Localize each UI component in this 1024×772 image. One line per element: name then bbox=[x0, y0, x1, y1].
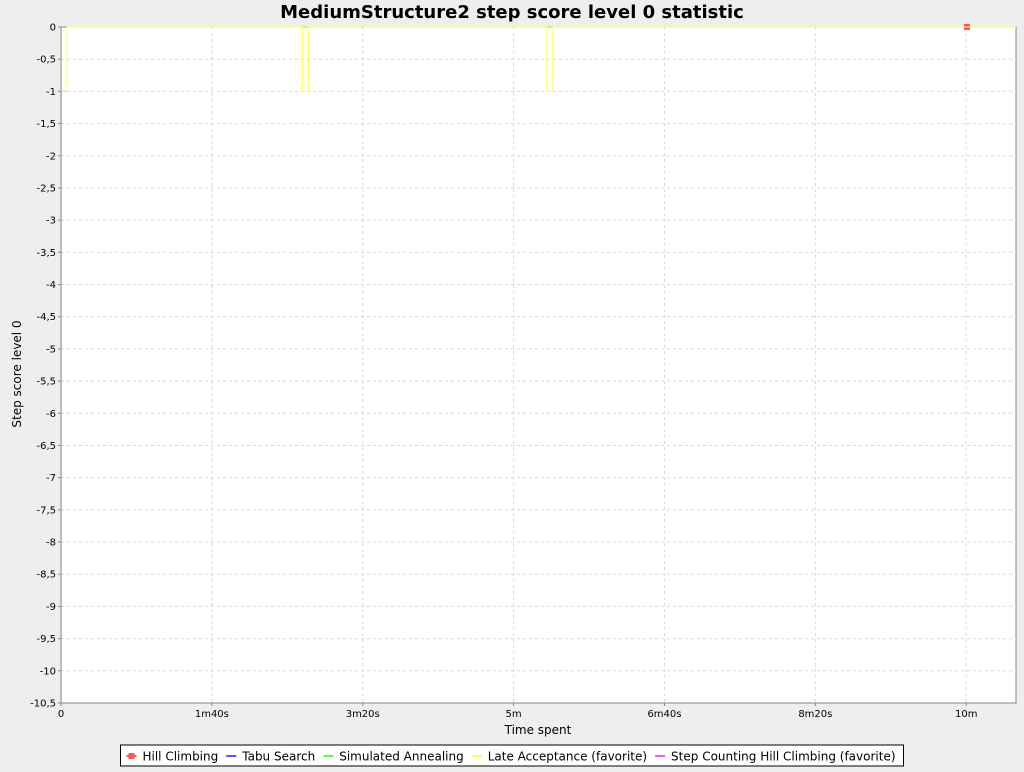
y-tick-label: -1,5 bbox=[36, 119, 56, 130]
legend-label-late-acceptance-favorite: Late Acceptance (favorite) bbox=[488, 750, 647, 764]
x-tick-label: 8m20s bbox=[798, 709, 832, 720]
y-tick-label: -7,5 bbox=[36, 505, 56, 516]
legend-label-step-counting-hill-climbing-favorite: Step Counting Hill Climbing (favorite) bbox=[671, 750, 895, 764]
x-tick-label: 0 bbox=[58, 709, 64, 720]
y-tick-label: -3 bbox=[46, 216, 56, 227]
x-tick-label: 6m40s bbox=[647, 709, 681, 720]
y-tick-label: -3,5 bbox=[36, 248, 56, 259]
x-tick-label: 5m bbox=[506, 709, 522, 720]
y-axis-label: Step score level 0 bbox=[10, 320, 24, 427]
y-tick-label: -9,5 bbox=[36, 634, 56, 645]
y-tick-label: -5 bbox=[46, 344, 56, 355]
x-axis-ticks: 0 1m40s 3m20s 5m 6m40s 8m20s 10m bbox=[58, 703, 977, 720]
legend-marker-hill-climbing bbox=[128, 753, 135, 759]
y-tick-label: -9 bbox=[46, 602, 56, 613]
y-tick-label: -5,5 bbox=[36, 377, 56, 388]
legend-box bbox=[119, 744, 905, 767]
y-tick-label: -10,5 bbox=[30, 699, 56, 710]
x-tick-label: 3m20s bbox=[346, 709, 380, 720]
y-tick-label: -8,5 bbox=[36, 570, 56, 581]
y-tick-label: -2 bbox=[46, 151, 56, 162]
y-tick-label: -4,5 bbox=[36, 312, 56, 323]
plot-area bbox=[60, 26, 1017, 704]
y-tick-label: -0,5 bbox=[36, 55, 56, 66]
legend: Hill Climbing Tabu Search Simulated Anneal… bbox=[119, 744, 905, 767]
x-axis-label: Time spent bbox=[504, 723, 572, 737]
y-tick-label: -2,5 bbox=[36, 183, 56, 194]
y-tick-label: -6 bbox=[46, 409, 56, 420]
x-tick-label: 1m40s bbox=[195, 709, 229, 720]
legend-label-tabu-search: Tabu Search bbox=[241, 750, 315, 764]
y-tick-label: -1 bbox=[46, 87, 56, 98]
y-tick-label: -7 bbox=[46, 473, 56, 484]
y-tick-label: -10 bbox=[40, 666, 56, 677]
legend-label-simulated-annealing: Simulated Annealing bbox=[339, 750, 464, 764]
legend-label-hill-climbing: Hill Climbing bbox=[142, 750, 218, 764]
chart-title: MediumStructure2 step score level 0 stat… bbox=[280, 2, 744, 23]
y-tick-label: 0 bbox=[50, 23, 56, 34]
y-axis-ticks: 0 -0,5 -1 -1,5 -2 -2,5 -3 -3,5 -4 -4,5 -5 -5,5 -6 -6,… bbox=[30, 23, 61, 710]
y-tick-label: -6,5 bbox=[36, 441, 56, 452]
y-tick-label: -4 bbox=[46, 280, 56, 291]
y-tick-label: -8 bbox=[46, 538, 56, 549]
x-tick-label: 10m bbox=[955, 709, 977, 720]
grid-layer bbox=[61, 27, 1016, 703]
legend-items: Hill Climbing Tabu Search Simulated Anneal… bbox=[126, 750, 896, 764]
series-line-late-acceptance-favorite bbox=[61, 26, 1016, 703]
